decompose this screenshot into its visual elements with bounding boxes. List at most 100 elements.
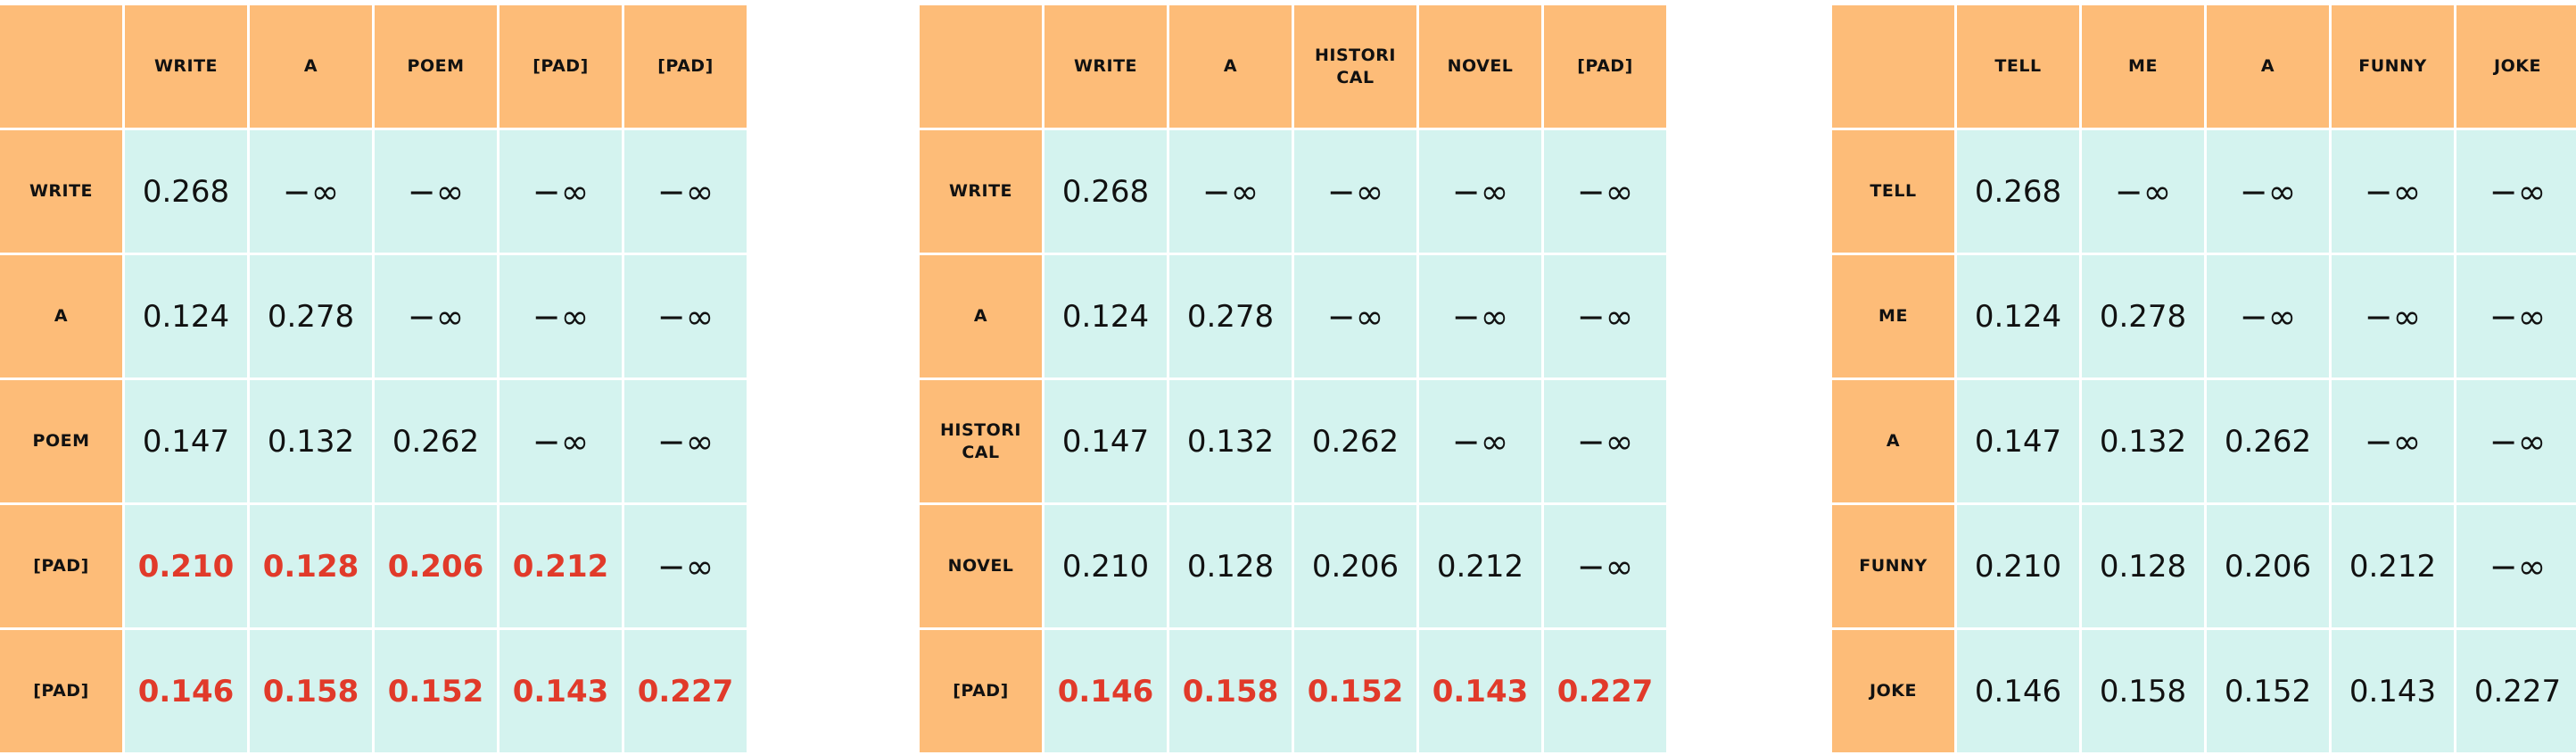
matrix-corner-cell bbox=[1832, 5, 1954, 128]
attention-matrix-2: WRITE A HISTORI CAL NOVEL [PAD] WRITE 0.268 −∞ −… bbox=[920, 5, 1666, 752]
attention-score-cell: 0.132 bbox=[250, 380, 372, 502]
attention-score-cell: 0.227 bbox=[1544, 630, 1666, 752]
masked-score-cell: −∞ bbox=[1544, 380, 1666, 502]
row-header: WRITE bbox=[920, 130, 1042, 253]
masked-score-cell: −∞ bbox=[624, 255, 747, 378]
attention-score-cell: 0.128 bbox=[1169, 505, 1292, 627]
column-header: [PAD] bbox=[500, 5, 622, 128]
attention-score-cell: 0.158 bbox=[2082, 630, 2204, 752]
masked-score-cell: −∞ bbox=[1169, 130, 1292, 253]
row-header: FUNNY bbox=[1832, 505, 1954, 627]
masked-score-cell: −∞ bbox=[500, 255, 622, 378]
attention-matrix-1: WRITE A POEM [PAD] [PAD] WRITE 0.268 −∞ −∞ −∞ −∞ A 0… bbox=[0, 5, 747, 752]
attention-matrix-3: TELL ME A FUNNY JOKE TELL 0.268 −∞ −∞ −∞ −∞ ME 0.124… bbox=[1832, 5, 2576, 752]
masked-score-cell: −∞ bbox=[624, 380, 747, 502]
masked-score-cell: −∞ bbox=[1544, 255, 1666, 378]
attention-score-cell: 0.128 bbox=[250, 505, 372, 627]
attention-score-cell: 0.146 bbox=[1044, 630, 1167, 752]
masked-score-cell: −∞ bbox=[1544, 505, 1666, 627]
attention-score-cell: 0.206 bbox=[1294, 505, 1416, 627]
masked-score-cell: −∞ bbox=[1294, 130, 1416, 253]
row-header: JOKE bbox=[1832, 630, 1954, 752]
masked-score-cell: −∞ bbox=[624, 130, 747, 253]
attention-score-cell: 0.268 bbox=[1957, 130, 2079, 253]
attention-score-cell: 0.158 bbox=[250, 630, 372, 752]
row-header: HISTORI CAL bbox=[920, 380, 1042, 502]
masked-score-cell: −∞ bbox=[2332, 130, 2454, 253]
attention-score-cell: 0.212 bbox=[2332, 505, 2454, 627]
masked-score-cell: −∞ bbox=[1419, 130, 1541, 253]
attention-score-cell: 0.152 bbox=[375, 630, 497, 752]
matrix-corner-cell bbox=[0, 5, 122, 128]
attention-score-cell: 0.132 bbox=[1169, 380, 1292, 502]
masked-score-cell: −∞ bbox=[2207, 130, 2329, 253]
masked-score-cell: −∞ bbox=[375, 130, 497, 253]
attention-score-cell: 0.262 bbox=[375, 380, 497, 502]
column-header: ME bbox=[2082, 5, 2204, 128]
attention-score-cell: 0.227 bbox=[2456, 630, 2576, 752]
attention-score-cell: 0.146 bbox=[1957, 630, 2079, 752]
masked-score-cell: −∞ bbox=[2332, 255, 2454, 378]
masked-score-cell: −∞ bbox=[1294, 255, 1416, 378]
masked-score-cell: −∞ bbox=[500, 380, 622, 502]
masked-score-cell: −∞ bbox=[2332, 380, 2454, 502]
row-header: A bbox=[0, 255, 122, 378]
attention-score-cell: 0.210 bbox=[1044, 505, 1167, 627]
attention-score-cell: 0.227 bbox=[624, 630, 747, 752]
attention-score-cell: 0.206 bbox=[2207, 505, 2329, 627]
column-header: [PAD] bbox=[1544, 5, 1666, 128]
column-header: WRITE bbox=[1044, 5, 1167, 128]
attention-score-cell: 0.132 bbox=[2082, 380, 2204, 502]
masked-score-cell: −∞ bbox=[2456, 130, 2576, 253]
row-header: [PAD] bbox=[920, 630, 1042, 752]
masked-score-cell: −∞ bbox=[250, 130, 372, 253]
row-header: ME bbox=[1832, 255, 1954, 378]
attention-score-cell: 0.147 bbox=[1957, 380, 2079, 502]
column-header: POEM bbox=[375, 5, 497, 128]
row-header: WRITE bbox=[0, 130, 122, 253]
attention-score-cell: 0.212 bbox=[1419, 505, 1541, 627]
column-header: TELL bbox=[1957, 5, 2079, 128]
masked-score-cell: −∞ bbox=[2082, 130, 2204, 253]
attention-score-cell: 0.152 bbox=[2207, 630, 2329, 752]
row-header: POEM bbox=[0, 380, 122, 502]
masked-score-cell: −∞ bbox=[1419, 255, 1541, 378]
row-header: TELL bbox=[1832, 130, 1954, 253]
column-header: WRITE bbox=[125, 5, 247, 128]
attention-score-cell: 0.124 bbox=[1957, 255, 2079, 378]
row-header: [PAD] bbox=[0, 630, 122, 752]
row-header: [PAD] bbox=[0, 505, 122, 627]
attention-score-cell: 0.147 bbox=[1044, 380, 1167, 502]
masked-score-cell: −∞ bbox=[1544, 130, 1666, 253]
attention-score-cell: 0.278 bbox=[250, 255, 372, 378]
attention-score-cell: 0.268 bbox=[125, 130, 247, 253]
masked-score-cell: −∞ bbox=[375, 255, 497, 378]
attention-score-cell: 0.278 bbox=[2082, 255, 2204, 378]
attention-score-cell: 0.206 bbox=[375, 505, 497, 627]
row-header: A bbox=[1832, 380, 1954, 502]
attention-score-cell: 0.152 bbox=[1294, 630, 1416, 752]
attention-score-cell: 0.143 bbox=[2332, 630, 2454, 752]
matrix-corner-cell bbox=[920, 5, 1042, 128]
attention-score-cell: 0.124 bbox=[125, 255, 247, 378]
attention-score-cell: 0.210 bbox=[1957, 505, 2079, 627]
masked-score-cell: −∞ bbox=[2456, 505, 2576, 627]
attention-score-cell: 0.143 bbox=[1419, 630, 1541, 752]
attention-score-cell: 0.210 bbox=[125, 505, 247, 627]
attention-score-cell: 0.124 bbox=[1044, 255, 1167, 378]
masked-score-cell: −∞ bbox=[500, 130, 622, 253]
column-header: A bbox=[250, 5, 372, 128]
attention-score-cell: 0.128 bbox=[2082, 505, 2204, 627]
row-header: A bbox=[920, 255, 1042, 378]
attention-score-cell: 0.262 bbox=[2207, 380, 2329, 502]
column-header: HISTORI CAL bbox=[1294, 5, 1416, 128]
attention-score-cell: 0.262 bbox=[1294, 380, 1416, 502]
masked-score-cell: −∞ bbox=[2456, 255, 2576, 378]
masked-score-cell: −∞ bbox=[624, 505, 747, 627]
attention-score-cell: 0.158 bbox=[1169, 630, 1292, 752]
masked-score-cell: −∞ bbox=[2456, 380, 2576, 502]
column-header: NOVEL bbox=[1419, 5, 1541, 128]
attention-score-cell: 0.146 bbox=[125, 630, 247, 752]
attention-score-cell: 0.143 bbox=[500, 630, 622, 752]
masked-score-cell: −∞ bbox=[1419, 380, 1541, 502]
